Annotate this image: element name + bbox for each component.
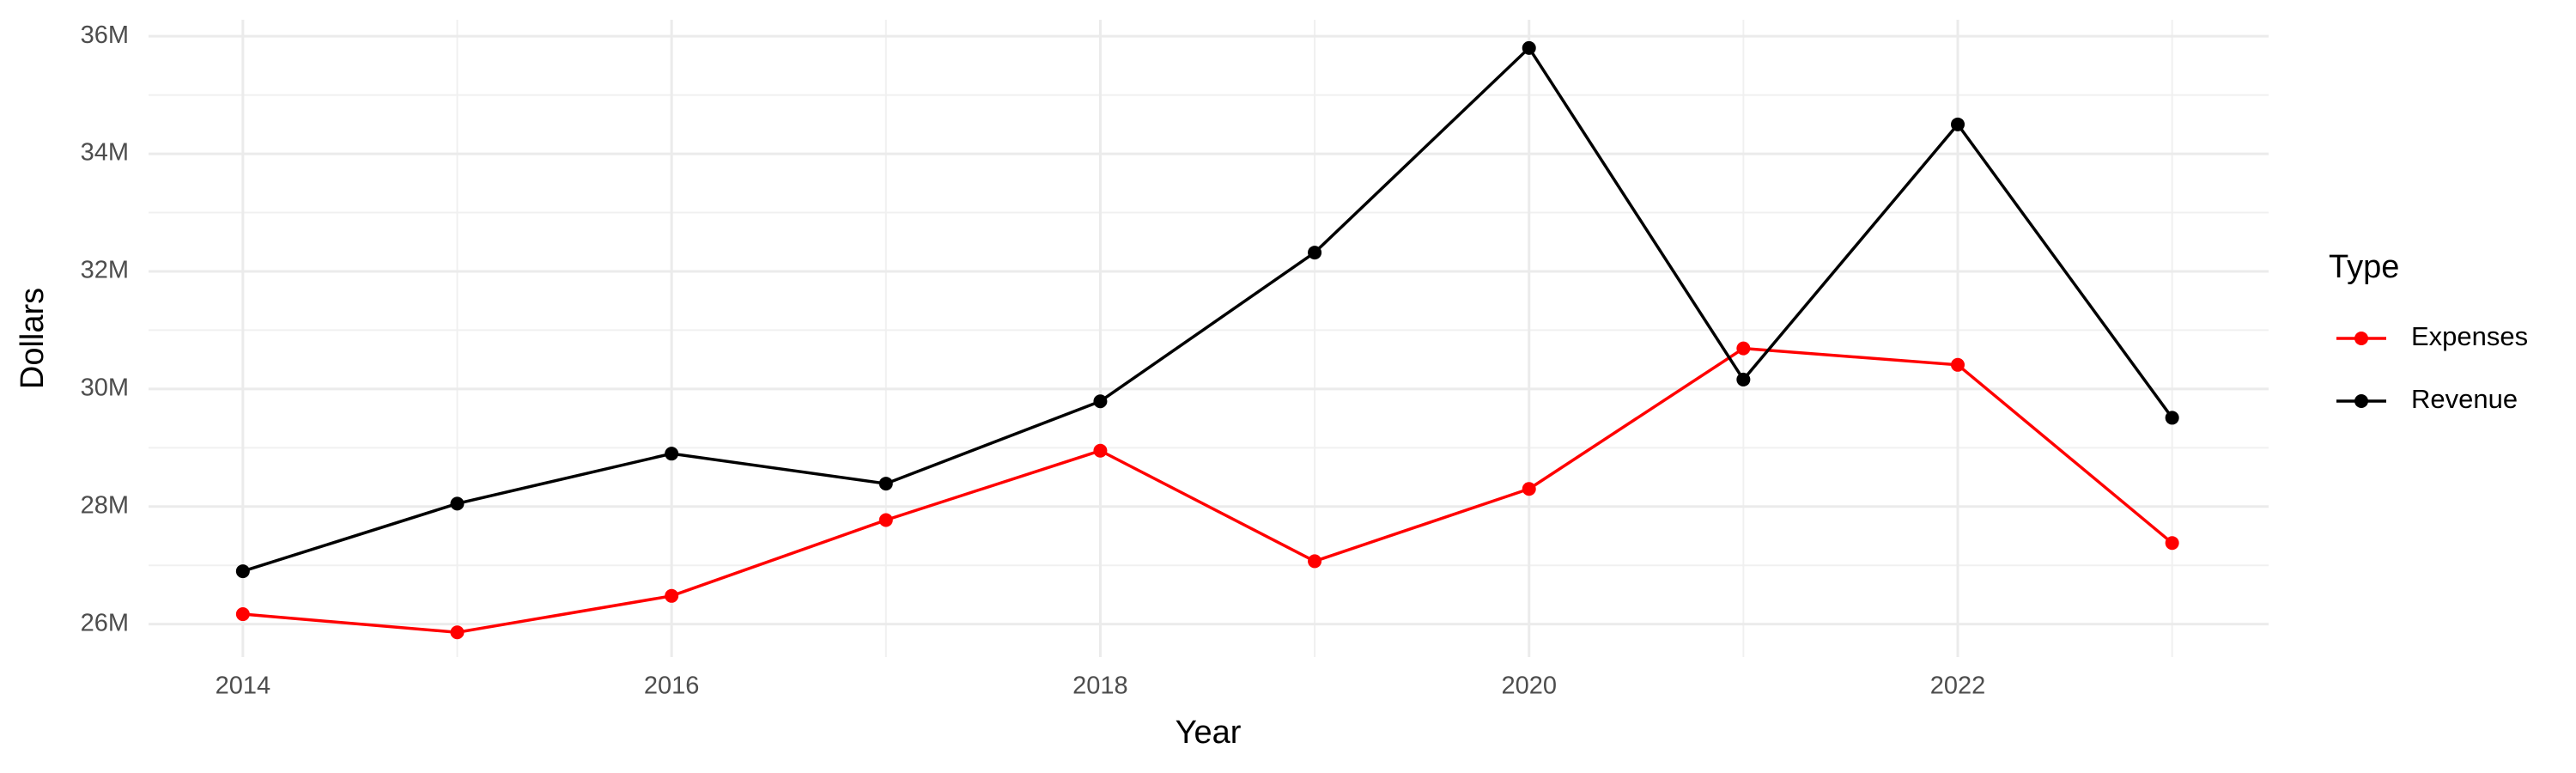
grid (149, 20, 2269, 657)
legend-title: Type (2329, 249, 2399, 285)
line (242, 46, 2174, 573)
point (1308, 246, 1322, 260)
point (878, 513, 893, 527)
point (2165, 536, 2179, 551)
line (242, 346, 2173, 635)
point (1736, 372, 1751, 386)
point (1522, 482, 1536, 496)
x-axis-title: Year (1176, 715, 1242, 751)
point (1951, 357, 1965, 372)
legend-key (2354, 394, 2368, 408)
point (1093, 394, 1108, 409)
y-tick-label: 26M (81, 609, 129, 636)
point (235, 607, 250, 622)
point (1308, 554, 1322, 569)
legend-key (2354, 332, 2368, 345)
legend-label: Expenses (2411, 321, 2528, 351)
y-tick-label: 36M (81, 21, 129, 49)
y-tick-label: 34M (81, 139, 129, 167)
point (665, 588, 679, 603)
point (1951, 117, 1965, 131)
point (235, 564, 250, 579)
y-axis-title: Dollars (15, 288, 51, 389)
x-tick-label: 2018 (1072, 673, 1128, 700)
legend-label: Revenue (2411, 384, 2518, 414)
point (1736, 341, 1751, 356)
x-tick-label: 2016 (644, 673, 700, 700)
x-tick-label: 2020 (1501, 673, 1557, 700)
point (2165, 411, 2179, 425)
point (878, 477, 893, 491)
point (450, 625, 465, 640)
y-tick-label: 32M (81, 257, 129, 284)
x-tick-label: 2022 (1930, 673, 1986, 700)
point (665, 447, 679, 461)
x-tick-label: 2014 (216, 673, 271, 700)
y-tick-label: 30M (81, 374, 129, 402)
point (1093, 443, 1108, 458)
point (450, 496, 465, 511)
y-tick-label: 28M (81, 491, 129, 519)
point (1522, 40, 1536, 55)
